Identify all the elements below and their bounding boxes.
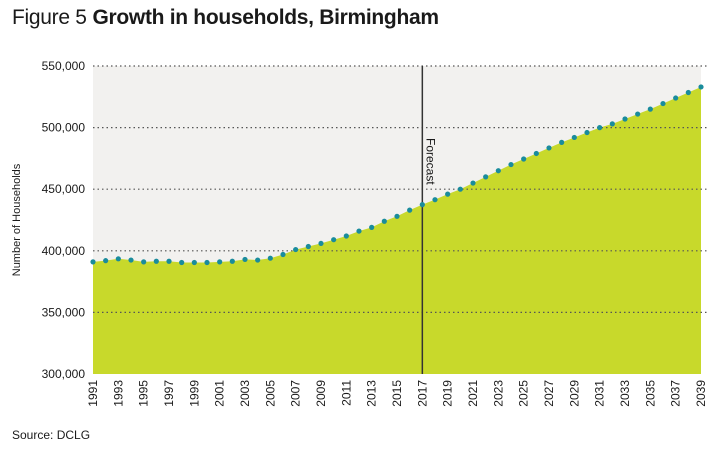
- data-point: [609, 121, 615, 127]
- y-axis-title: Number of Households: [11, 163, 23, 276]
- data-point: [647, 106, 653, 112]
- data-point: [229, 258, 235, 264]
- data-point: [141, 259, 147, 265]
- x-tick-label: 2011: [339, 380, 353, 406]
- x-tick-label: 1999: [187, 380, 201, 407]
- x-tick-label: 1993: [111, 380, 125, 407]
- data-point: [103, 258, 109, 264]
- data-point: [242, 256, 248, 263]
- data-point: [571, 134, 577, 141]
- figure-title: Figure 5 Growth in households, Birmingha…: [12, 6, 439, 30]
- data-point: [293, 246, 299, 253]
- data-point: [546, 145, 552, 151]
- data-point: [559, 139, 565, 145]
- x-tick-label: 2035: [643, 380, 657, 407]
- data-point: [432, 197, 438, 203]
- data-point: [331, 237, 337, 243]
- data-point: [622, 116, 628, 122]
- source-note: Source: DCLG: [12, 428, 91, 442]
- data-point: [533, 150, 539, 157]
- data-point: [685, 89, 691, 96]
- figure-title-text: Growth in households, Birmingham: [92, 6, 439, 29]
- x-tick-label: 2029: [567, 380, 581, 407]
- data-point: [698, 84, 704, 90]
- data-point: [179, 259, 185, 266]
- y-tick-label: 450,000: [42, 182, 86, 196]
- x-tick-label: 2031: [593, 380, 607, 407]
- data-point: [128, 257, 134, 263]
- data-point: [305, 243, 311, 250]
- y-tick-label: 300,000: [42, 367, 86, 381]
- data-point: [597, 125, 603, 131]
- data-point: [369, 224, 375, 230]
- data-point: [635, 111, 641, 117]
- forecast-label: Forecast: [423, 138, 437, 185]
- household-area: [93, 86, 701, 374]
- data-point: [407, 207, 413, 213]
- data-point: [255, 257, 261, 263]
- data-point: [470, 180, 476, 186]
- data-point: [508, 161, 514, 168]
- x-tick-label: 1991: [86, 380, 100, 407]
- data-point: [483, 174, 489, 180]
- data-point: [204, 259, 210, 266]
- x-tick-label: 2003: [238, 380, 252, 407]
- data-point: [521, 156, 527, 162]
- y-tick-label: 500,000: [42, 121, 86, 135]
- data-point: [166, 258, 172, 264]
- data-point: [318, 240, 324, 247]
- x-tick-label: 2001: [213, 380, 227, 407]
- x-tick-label: 2037: [669, 380, 683, 407]
- data-point: [394, 213, 400, 219]
- data-point: [495, 168, 501, 174]
- data-point: [356, 228, 362, 234]
- figure-number: Figure 5: [12, 6, 87, 29]
- x-tick-label: 2023: [491, 380, 505, 407]
- data-point: [673, 95, 679, 101]
- data-point: [90, 259, 96, 265]
- x-tick-label: 2017: [415, 380, 429, 407]
- x-tick-label: 2005: [263, 380, 277, 407]
- data-point: [381, 218, 387, 224]
- x-tick-label: 2027: [542, 380, 556, 407]
- data-point: [445, 191, 451, 197]
- x-tick-label: 2015: [390, 380, 404, 407]
- x-tick-label: 1995: [137, 380, 151, 407]
- x-tick-label: 2021: [466, 380, 480, 407]
- data-point: [115, 256, 121, 262]
- data-point: [267, 255, 273, 261]
- data-point: [457, 186, 463, 192]
- data-point: [419, 202, 425, 208]
- x-tick-label: 2039: [694, 380, 708, 407]
- x-tick-label: 2013: [365, 380, 379, 407]
- data-point: [343, 233, 349, 239]
- x-tick-label: 2009: [314, 380, 328, 407]
- y-tick-label: 350,000: [42, 305, 86, 319]
- data-point: [280, 251, 286, 258]
- data-point: [660, 100, 666, 107]
- x-tick-label: 2033: [618, 380, 632, 407]
- x-tick-label: 1997: [162, 380, 176, 407]
- x-tick-label: 2007: [289, 380, 303, 407]
- data-point: [191, 259, 197, 266]
- data-point: [153, 258, 159, 264]
- x-tick-label: 2025: [517, 380, 531, 407]
- data-point: [584, 129, 590, 136]
- y-tick-label: 400,000: [42, 244, 86, 258]
- y-tick-label: 550,000: [42, 59, 86, 73]
- data-point: [217, 259, 223, 265]
- x-tick-label: 2019: [441, 380, 455, 407]
